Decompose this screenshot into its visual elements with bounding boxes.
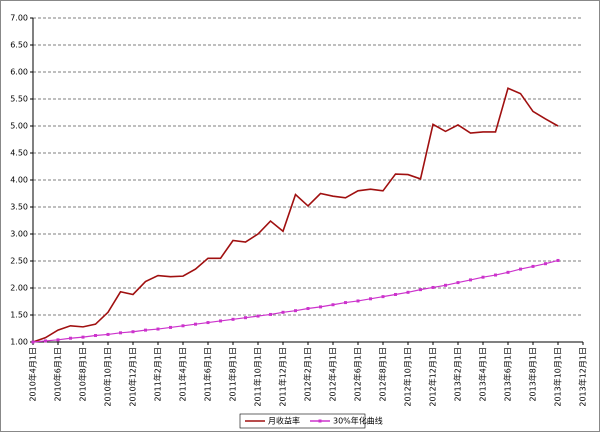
- point: [81, 335, 85, 339]
- x-tick-label: 2013年8月1日: [528, 347, 538, 402]
- point: [444, 283, 447, 287]
- point: [156, 327, 160, 331]
- point: [344, 301, 347, 305]
- series-line: [32, 87, 559, 343]
- point: [556, 258, 560, 262]
- y-tick-label: 2.00: [10, 284, 28, 293]
- point: [506, 270, 510, 274]
- legend-label: 30%年化曲线: [333, 416, 383, 426]
- x-tick-label: 2012年8月1日: [378, 347, 388, 402]
- point: [294, 309, 297, 313]
- point: [119, 331, 122, 335]
- y-tick-label: 6.00: [10, 68, 28, 77]
- y-tick-label: 7.00: [10, 14, 28, 23]
- x-tick-label: 2013年12月1日: [578, 347, 588, 407]
- legend-marker: [318, 419, 322, 423]
- y-tick-label: 5.50: [10, 95, 28, 104]
- point: [544, 262, 547, 266]
- point: [56, 338, 60, 342]
- point: [394, 292, 397, 296]
- legend-box: [239, 413, 366, 429]
- y-tick-label: 6.50: [10, 41, 28, 50]
- x-tick-label: 2013年4月1日: [478, 347, 488, 402]
- point: [481, 275, 485, 279]
- point: [219, 319, 222, 323]
- y-tick-label: 4.50: [10, 149, 28, 158]
- x-tick-label: 2010年4月1日: [28, 347, 38, 402]
- point: [356, 299, 360, 303]
- point: [256, 314, 260, 318]
- point: [206, 321, 210, 325]
- point: [281, 310, 285, 314]
- point: [94, 334, 97, 338]
- x-tick-label: 2011年6月1日: [203, 347, 213, 402]
- point: [381, 295, 385, 299]
- x-tick-label: 2010年12月1日: [128, 347, 138, 407]
- y-tick-label: 4.00: [10, 176, 28, 185]
- x-tick-label: 2011年2月1日: [153, 347, 163, 402]
- x-tick-label: 2012年4月1日: [328, 347, 338, 402]
- x-tick-label: 2012年10月1日: [403, 347, 413, 407]
- x-tick-label: 2013年10月1日: [553, 347, 563, 407]
- x-tick-label: 2011年12月1日: [278, 347, 288, 407]
- point: [456, 281, 460, 285]
- x-tick-label: 2012年6月1日: [353, 347, 363, 402]
- point: [131, 330, 135, 334]
- x-tick-label: 2013年2月1日: [453, 347, 463, 402]
- point: [406, 290, 410, 294]
- y-tick-label: 1.50: [10, 311, 28, 320]
- x-tick-label: 2010年6月1日: [53, 347, 63, 402]
- point: [469, 278, 472, 282]
- x-tick-label: 2011年8月1日: [228, 347, 238, 402]
- x-tick-label: 2010年10月1日: [103, 347, 113, 407]
- point: [306, 307, 310, 311]
- x-tick-label: 2011年4月1日: [178, 347, 188, 402]
- point: [319, 305, 322, 309]
- point: [269, 312, 272, 316]
- x-tick-label: 2010年8月1日: [78, 347, 88, 402]
- point: [44, 339, 47, 343]
- legend-label: 月收益率: [268, 416, 300, 426]
- point: [69, 336, 72, 340]
- point: [419, 288, 422, 292]
- point: [106, 332, 110, 336]
- y-tick-label: 5.00: [10, 122, 28, 131]
- point: [144, 328, 147, 332]
- point: [31, 340, 35, 344]
- point: [369, 297, 372, 301]
- y-tick-label: 1.00: [10, 338, 28, 347]
- x-tick-label: 2012年12月1日: [428, 347, 438, 407]
- x-tick-label: 2013年6月1日: [503, 347, 513, 402]
- y-tick-label: 3.00: [10, 230, 28, 239]
- point: [331, 303, 335, 307]
- point: [244, 316, 247, 320]
- x-tick-label: 2012年2月1日: [303, 347, 313, 402]
- y-tick-label: 3.50: [10, 203, 28, 212]
- point: [494, 273, 497, 277]
- point: [231, 317, 235, 321]
- point: [519, 267, 522, 271]
- point: [181, 324, 185, 328]
- point: [431, 285, 435, 289]
- point: [169, 325, 172, 329]
- point: [531, 264, 535, 268]
- y-tick-label: 2.50: [10, 257, 28, 266]
- point: [194, 322, 197, 326]
- x-tick-label: 2011年10月1日: [253, 347, 263, 407]
